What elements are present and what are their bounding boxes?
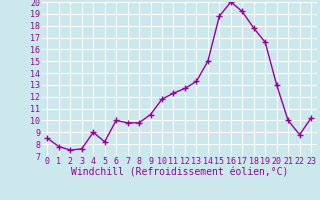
X-axis label: Windchill (Refroidissement éolien,°C): Windchill (Refroidissement éolien,°C) [70,168,288,178]
